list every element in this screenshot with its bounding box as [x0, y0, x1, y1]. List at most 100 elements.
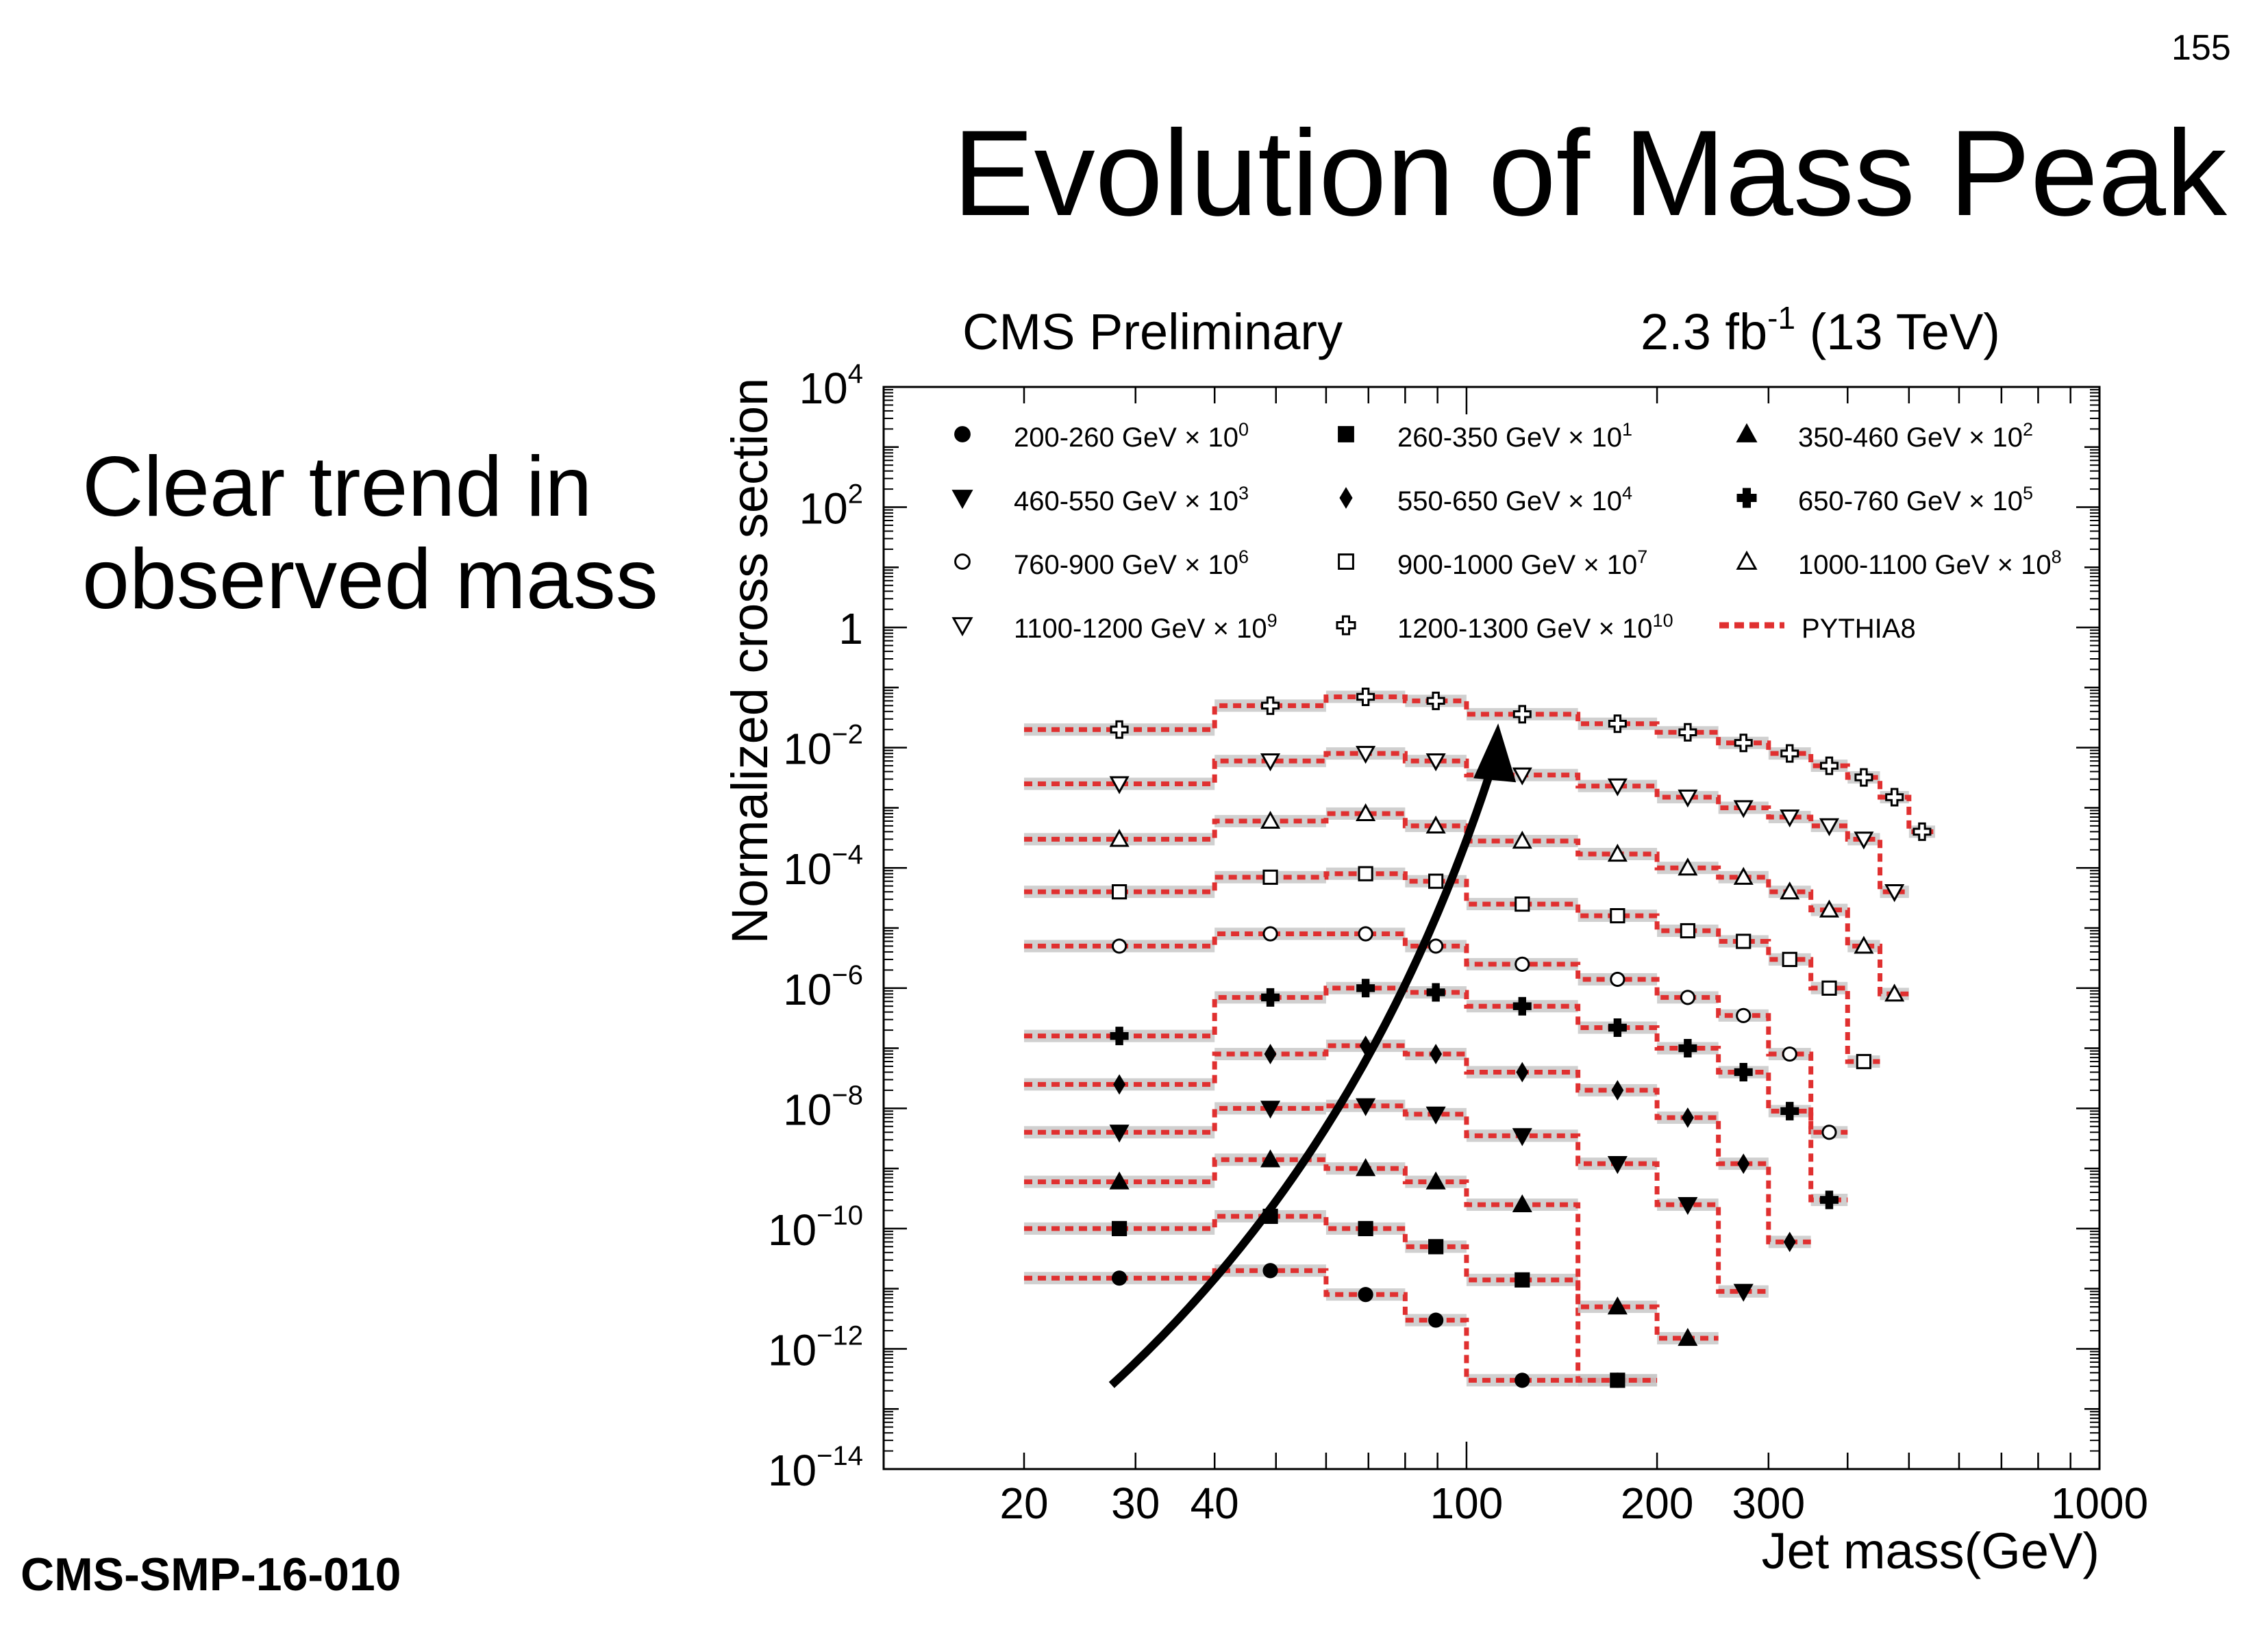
data-point [1426, 691, 1445, 710]
data-point [1515, 896, 1530, 912]
data-point [1358, 926, 1373, 942]
legend-marker [1339, 487, 1353, 509]
data-point [1733, 800, 1754, 818]
data-point [1856, 1053, 1872, 1070]
data-point [1854, 831, 1874, 850]
data-point [1515, 1372, 1530, 1388]
data-point [1109, 1125, 1130, 1143]
data-point [1358, 1220, 1373, 1236]
data-point [1111, 938, 1127, 954]
data-point [1680, 923, 1695, 939]
data-point [1734, 1062, 1753, 1081]
data-point [1782, 951, 1797, 967]
data-point [1678, 1039, 1697, 1058]
data-point [1607, 1156, 1628, 1175]
data-point [1884, 884, 1905, 903]
data-point [1515, 956, 1530, 972]
legend-label: 650-760 GeV × 105 [1798, 483, 2033, 516]
data-point [1358, 866, 1373, 881]
series-8 [1024, 803, 1909, 1002]
slide-title: Evolution of Mass Peak [952, 105, 2227, 241]
data-point [1356, 803, 1376, 822]
data-point [1821, 1125, 1837, 1140]
data-point [1425, 1171, 1446, 1190]
x-tick-label: 1000 [2051, 1479, 2148, 1528]
pythia-prediction-line [1024, 811, 1909, 996]
legend-label: 1200-1300 GeV × 1010 [1397, 610, 1673, 644]
data-point [1610, 971, 1625, 988]
data-point [1111, 1220, 1127, 1236]
data-point [1260, 810, 1281, 829]
y-tick-label: 10−14 [768, 1441, 863, 1495]
x-tick-label: 300 [1732, 1479, 1805, 1528]
side-text-line-2: observed mass [82, 532, 658, 627]
data-point [1734, 734, 1753, 753]
data-point [1678, 1196, 1698, 1216]
data-point [1260, 753, 1281, 772]
legend-label: 1000-1100 GeV × 108 [1798, 547, 2062, 580]
legend-marker [1338, 553, 1354, 570]
data-point [1428, 1312, 1444, 1328]
data-point [1110, 720, 1129, 739]
data-point [1430, 1044, 1443, 1064]
legend-marker [954, 553, 971, 570]
legend-entry: 260-350 GeV × 101 [1338, 419, 1632, 453]
legend-entry: 760-900 GeV × 106 [954, 547, 1249, 580]
data-point [1854, 768, 1873, 787]
y-tick-label: 10−2 [783, 720, 863, 774]
page-number: 155 [2171, 28, 2231, 68]
data-point [1111, 1270, 1127, 1286]
series-9 [1024, 746, 1909, 903]
data-point [1607, 843, 1628, 862]
data-point [1680, 990, 1695, 1005]
legend-label: 900-1000 GeV × 107 [1397, 547, 1647, 580]
data-point [1819, 818, 1840, 836]
legend-entry: 350-460 GeV × 102 [1736, 419, 2033, 453]
data-point [1264, 1044, 1277, 1064]
data-point [1819, 899, 1840, 918]
series-5 [1024, 979, 1848, 1209]
y-tick-label: 10−8 [783, 1080, 863, 1134]
data-point [1884, 983, 1905, 1002]
data-point [1678, 857, 1698, 876]
legend-marker [1736, 488, 1757, 508]
data-point [1678, 789, 1698, 808]
data-point [1736, 1007, 1752, 1023]
legend-label: 760-900 GeV × 106 [1014, 547, 1249, 580]
legend-pythia-label: PYTHIA8 [1802, 614, 1916, 644]
data-point [1512, 996, 1532, 1016]
data-point [1516, 1062, 1529, 1083]
data-point [1610, 1372, 1625, 1388]
data-point [1260, 1101, 1281, 1119]
data-point [1819, 756, 1839, 775]
trend-arrow-line [1108, 763, 1497, 1388]
data-point [1512, 1128, 1532, 1146]
data-point [1428, 1239, 1444, 1255]
legend-entry: 1100-1200 GeV × 109 [951, 610, 1278, 644]
legend-label: 1100-1200 GeV × 109 [1014, 610, 1278, 644]
data-point [1113, 1074, 1126, 1095]
data-point [1607, 1296, 1628, 1315]
x-tick-label: 20 [999, 1479, 1048, 1528]
legend-marker [1336, 615, 1356, 636]
data-point [1111, 884, 1127, 900]
data-point [1608, 1018, 1627, 1037]
legend-marker [1736, 423, 1758, 442]
data-point [1608, 714, 1627, 734]
legend-marker [1338, 426, 1354, 442]
x-tick-label: 40 [1191, 1479, 1239, 1528]
chart-title-left: CMS Preliminary [962, 303, 1343, 360]
data-point [1821, 980, 1837, 996]
data-point [1110, 1027, 1129, 1046]
data-point [1678, 1327, 1698, 1346]
data-point [1854, 936, 1874, 954]
legend-entry: 550-650 GeV × 104 [1339, 483, 1632, 516]
legend-label: 550-650 GeV × 104 [1397, 483, 1632, 516]
series-10 [1024, 687, 1936, 841]
legend-marker [951, 490, 973, 510]
series-3 [1024, 1098, 1769, 1302]
data-point [1607, 778, 1628, 797]
plot-frame [882, 386, 2101, 1470]
x-tick-label: 30 [1111, 1479, 1160, 1528]
